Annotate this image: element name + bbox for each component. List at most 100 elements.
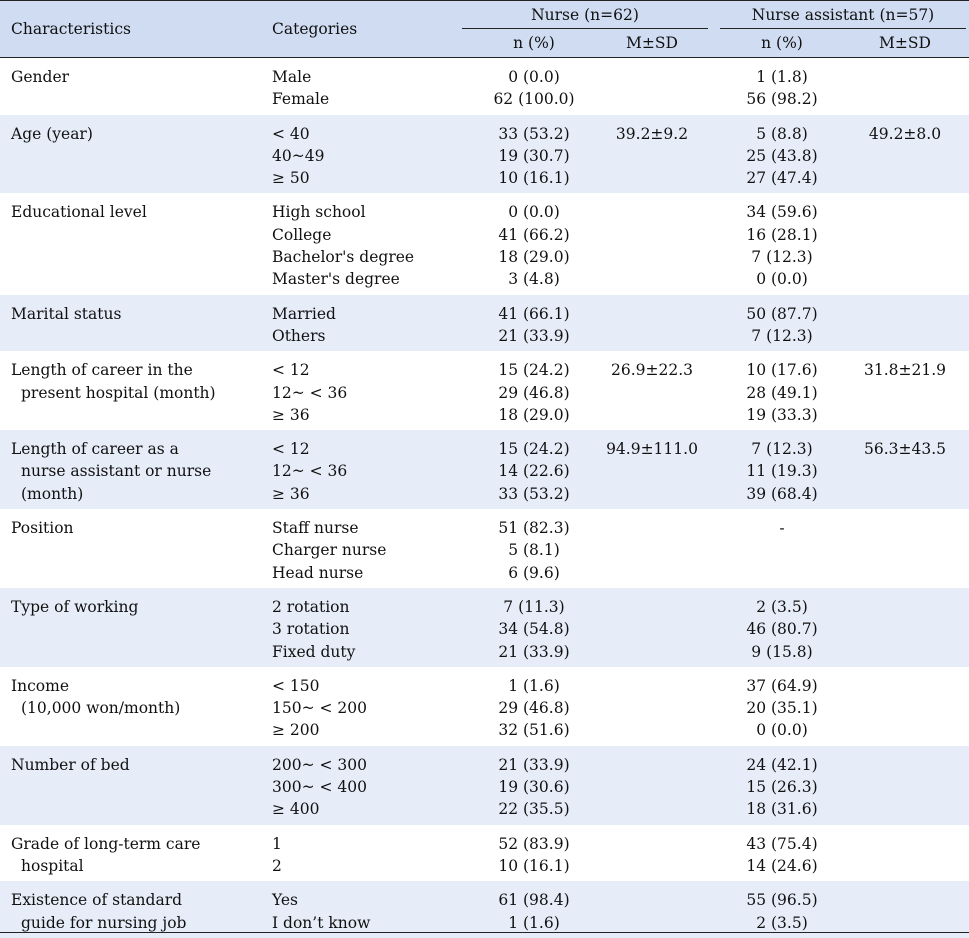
characteristic-cell: Length of career in the present hospital … [11, 359, 216, 404]
characteristic-cell-line: (10,000 won/month) [21, 699, 181, 718]
category-cell-line: High school [272, 203, 366, 222]
assistant-n-cell-line: 0 (0.0) [756, 721, 808, 740]
table-row: Grade of long-term care hospital 1 2 52 (83.… [0, 825, 969, 882]
table-row: Length of career as a nurse assistant or … [0, 430, 969, 510]
assistant-n-cell-line: 43 (75.4) [746, 834, 818, 853]
assistant-n-cell: 37 (64.9) 20 (35.1) 0 (0.0) [720, 675, 844, 742]
characteristic-cell: Number of bed [11, 754, 130, 776]
assistant-n-cell-line: 34 (59.6) [746, 203, 818, 222]
nurse-n-cell: 0 (0.0) 62 (100.0) [462, 66, 606, 111]
nurse-msd-cell-line: 39.2±9.2 [615, 124, 689, 143]
category-cell: Married Others [272, 303, 336, 348]
nurse-n-cell-line: 52 (83.9) [498, 834, 570, 853]
assistant-n-cell-line: 11 (19.3) [746, 462, 818, 481]
assistant-n-cell-line: 15 (26.3) [746, 778, 818, 797]
assistant-n-cell-line: 14 (24.6) [746, 856, 818, 875]
table-row: Marital status Married Others 41 (66.1) 21 (… [0, 294, 969, 352]
category-cell-line: Female [272, 90, 330, 109]
assistant-n-cell: 24 (42.1) 15 (26.3) 18 (31.6) [720, 754, 844, 821]
category-cell: 200~ < 300 300~ < 400 ≥ 400 [272, 754, 367, 821]
characteristic-cell: Income (10,000 won/month) [11, 675, 180, 720]
assistant-n-cell-line: 50 (87.7) [746, 304, 818, 323]
category-cell-line: College [272, 225, 332, 244]
assistant-n-cell-line: 20 (35.1) [746, 699, 818, 718]
assistant-n-cell-line: 27 (47.4) [746, 169, 818, 188]
characteristic-cell-line: Length of career as a [11, 440, 179, 459]
category-cell: Staff nurse Charger nurse Head nurse [272, 517, 386, 584]
assistant-n-cell: 43 (75.4) 14 (24.6) [720, 833, 844, 878]
category-cell-line: < 12 [272, 361, 310, 380]
characteristic-cell-line: Length of career in the [11, 361, 193, 380]
assistant-msd-cell-line: 49.2±8.0 [868, 124, 942, 143]
table-row: Number of bed 200~ < 300 300~ < 400 ≥ 400 21… [0, 745, 969, 825]
nurse-n-cell: 41 (66.1) 21 (33.9) [462, 303, 606, 348]
characteristic-cell: Grade of long-term care hospital [11, 833, 200, 878]
nurse-n-cell-line: 6 (9.6) [508, 563, 560, 582]
category-cell-line: Fixed duty [272, 642, 356, 661]
nurse-n-cell-line: 1 (1.6) [508, 676, 560, 695]
table-bottom-rule [0, 932, 969, 933]
characteristic-cell: Marital status [11, 303, 121, 325]
characteristic-cell-line: Grade of long-term care [11, 834, 201, 853]
characteristic-cell: Length of career as a nurse assistant or … [11, 438, 211, 505]
category-cell: High school College Bachelor's degree Maste… [272, 201, 414, 290]
category-cell-line: 3 rotation [272, 620, 350, 639]
category-cell-line: ≥ 36 [272, 484, 310, 503]
assistant-n-cell-line: 39 (68.4) [746, 484, 818, 503]
characteristic-cell: Age (year) [11, 123, 93, 145]
assistant-n-cell-line: 7 (12.3) [751, 440, 813, 459]
category-cell-line: Master's degree [272, 270, 400, 289]
category-cell: < 12 12~ < 36 ≥ 36 [272, 438, 347, 505]
nurse-n-cell-line: 29 (46.8) [498, 383, 570, 402]
category-cell: 2 rotation 3 rotation Fixed duty [272, 596, 355, 663]
assistant-n-cell-line: 2 (3.5) [756, 597, 808, 616]
category-cell-line: 2 rotation [272, 597, 350, 616]
nurse-n-cell-line: 34 (54.8) [498, 620, 570, 639]
table-row: Educational level High school College Bache… [0, 193, 969, 294]
category-cell-line: Others [272, 326, 326, 345]
nurse-n-cell-line: 3 (4.8) [508, 270, 560, 289]
characteristic-cell-line: Position [11, 519, 74, 538]
nurse-n-cell-line: 21 (33.9) [498, 755, 570, 774]
nurse-n-cell-line: 7 (11.3) [503, 597, 565, 616]
nurse-n-cell: 33 (53.2) 19 (30.7) 10 (16.1) [462, 123, 606, 190]
category-cell-line: < 40 [272, 124, 310, 143]
category-cell-line: Male [272, 68, 312, 86]
nurse-n-cell: 52 (83.9) 10 (16.1) [462, 833, 606, 878]
category-cell-line: Yes [272, 891, 299, 910]
category-cell-line: 2 [272, 856, 282, 875]
assistant-msd-cell-line: 56.3±43.5 [863, 440, 946, 459]
nurse-n-cell-line: 5 (8.1) [508, 541, 560, 560]
category-cell-line: Head nurse [272, 563, 364, 582]
nurse-n-cell-line: 61 (98.4) [498, 891, 570, 910]
category-cell-line: 300~ < 400 [272, 778, 367, 797]
nurse-n-cell-line: 32 (51.6) [498, 721, 570, 740]
table-row: Type of working 2 rotation 3 rotation Fixed… [0, 587, 969, 667]
nurse-n-cell-line: 19 (30.6) [498, 778, 570, 797]
assistant-n-cell: 50 (87.7) 7 (12.3) [720, 303, 844, 348]
nurse-n-cell-line: 0 (0.0) [508, 68, 560, 86]
characteristic-cell-line: hospital [21, 856, 84, 875]
assistant-n-cell-line: 1 (1.8) [756, 68, 808, 86]
table-body: Gender Male Female 0 (0.0) 62 (100.0) 1 (1.8)… [0, 58, 969, 938]
header-assistant-group: Nurse assistant (n=57) [751, 6, 935, 24]
assistant-n-cell: 10 (17.6) 28 (49.1) 19 (33.3) [720, 359, 844, 426]
nurse-n-cell-line: 18 (29.0) [498, 405, 570, 424]
category-cell-line: 150~ < 200 [272, 699, 367, 718]
category-cell-line: 200~ < 300 [272, 755, 367, 774]
nurse-n-cell: 21 (33.9) 19 (30.6) 22 (35.5) [462, 754, 606, 821]
category-cell-line: Staff nurse [272, 519, 359, 538]
nurse-msd-cell: 26.9±22.3 [606, 359, 698, 381]
assistant-n-cell-line: 18 (31.6) [746, 800, 818, 819]
nurse-n-cell-line: 22 (35.5) [498, 800, 570, 819]
characteristic-cell: Educational level [11, 201, 147, 223]
category-cell-line: ≥ 200 [272, 721, 320, 740]
characteristic-cell-line: Gender [11, 68, 70, 86]
header-divider-assistant [720, 28, 966, 29]
category-cell: < 40 40~49 ≥ 50 [272, 123, 324, 190]
characteristic-cell-line: Number of bed [11, 755, 130, 774]
category-cell: Yes I don’t know [272, 889, 370, 934]
characteristic-cell-line: Age (year) [11, 124, 93, 143]
nurse-n-cell: 61 (98.4) 1 (1.6) [462, 889, 606, 934]
